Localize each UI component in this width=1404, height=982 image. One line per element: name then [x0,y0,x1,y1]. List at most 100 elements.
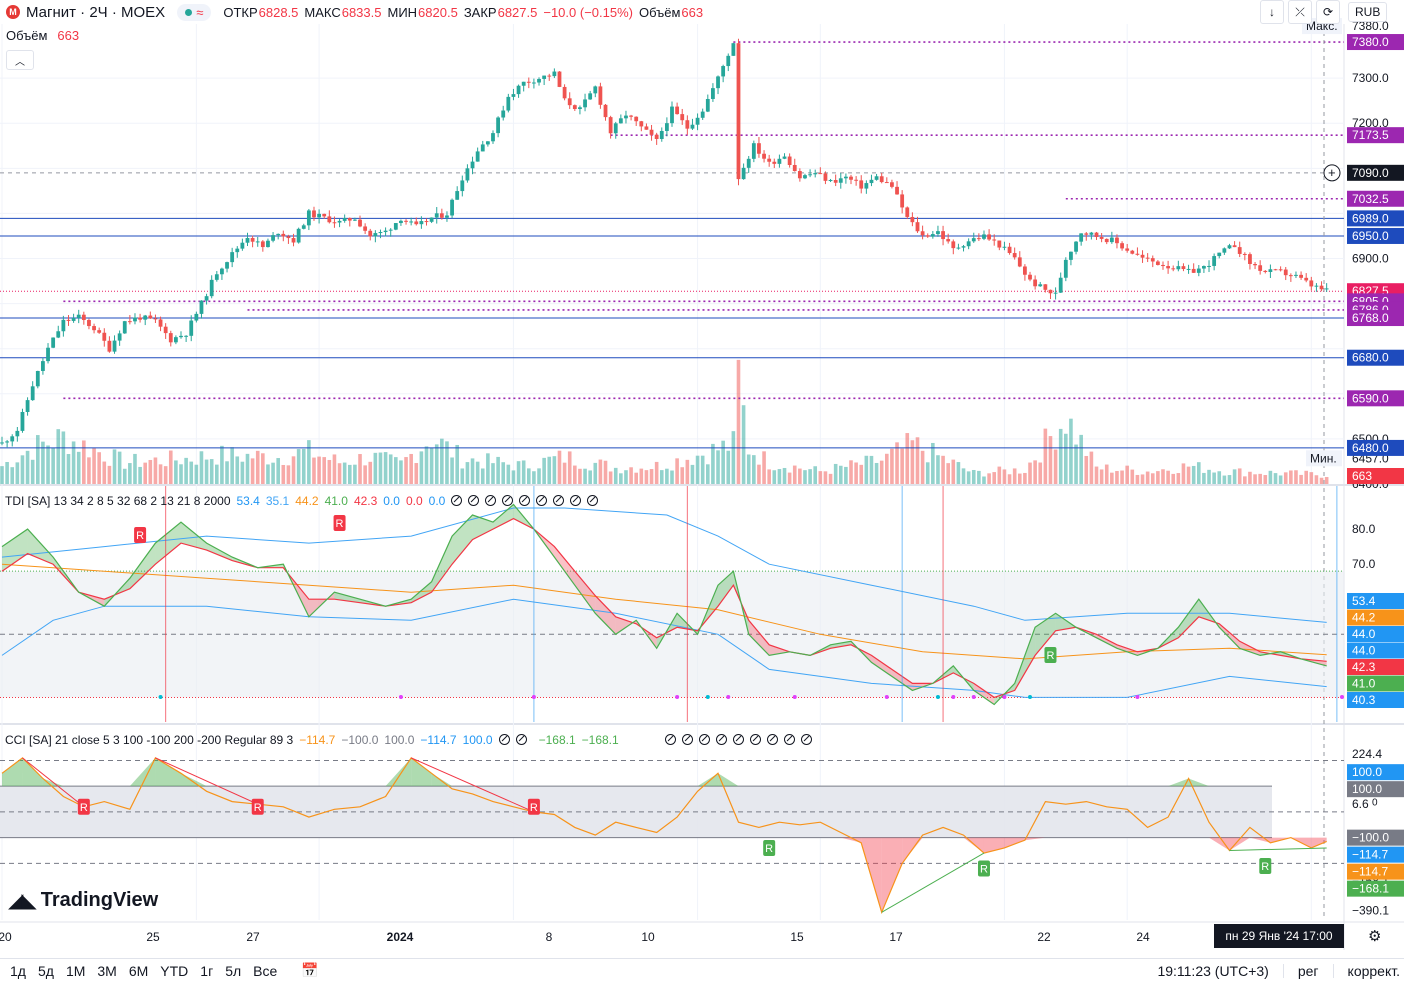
hidden-plot-icon[interactable] [664,734,676,745]
range-button[interactable]: YTD [160,962,189,979]
candles [0,38,1329,448]
reversal-marker-label: R [1046,650,1054,662]
volume-bar [521,460,526,484]
candle-body [373,233,378,237]
candle-body [127,321,132,323]
hidden-plot-icon[interactable] [587,495,599,506]
candle-body [306,210,311,226]
range-button[interactable]: 5д [37,962,54,979]
hidden-plot-icon[interactable] [732,734,744,745]
range-button[interactable]: 1г [200,962,214,979]
candle-body [613,123,618,134]
volume-bar [803,470,807,484]
candle-body [1038,284,1043,287]
hidden-plot-icon[interactable] [485,495,497,506]
hidden-plot-icon[interactable] [498,734,510,745]
bottom-toolbar: 1д 5д 1М 3М 6М YTD 1г 5л Все 📅 19:11:23 (UTC+3) … [0,958,1404,982]
candle-body [230,252,235,263]
candle-body [900,194,905,208]
volume-bar [1176,473,1181,484]
volume-bar [578,468,582,484]
divergence-line [881,852,985,913]
volume-bar [1074,444,1078,484]
calendar-range-icon[interactable]: 📅 [301,962,319,978]
hidden-plot-icon[interactable] [800,734,812,745]
hidden-plot-icon[interactable] [519,495,531,506]
adjust-toggle[interactable]: коррект. [1347,962,1400,979]
hidden-plot-icon[interactable] [515,734,527,745]
candle-body [271,235,275,241]
cci-tick-label: −390.1 [1352,903,1389,917]
price-tag: 6480.0 [1352,441,1389,455]
market-status-badge[interactable]: ≈ [177,3,212,21]
hidden-plot-icon[interactable] [766,734,778,745]
candle-body [813,173,818,175]
cci-overbought-fill [181,773,207,787]
cci-reversal-marker [977,860,990,877]
candle-body [204,296,209,301]
volume-bar [721,440,725,484]
hidden-plot-icon[interactable] [570,495,582,506]
settings-gear-icon[interactable]: ⚙ [1368,928,1382,945]
hidden-plot-icon[interactable] [451,495,463,506]
symbol-title[interactable]: Магнит · 2Ч · MOEX [26,3,166,21]
range-button[interactable]: 6М [128,962,149,979]
volume-bar [792,465,797,484]
volume-bar [798,468,802,484]
hidden-plot-icon[interactable] [536,495,548,506]
range-button[interactable]: 1д [10,962,26,979]
currency-select[interactable]: RUB [1348,2,1388,22]
candle-body [772,161,777,164]
volume-bar [1079,434,1083,484]
candle-body [987,234,991,240]
price-tag-bg [1347,468,1404,484]
hidden-plot-icon[interactable] [749,734,761,745]
arrow-down-icon[interactable]: ↓ [1260,0,1284,24]
collapse-icon[interactable]: ⤫ [1288,0,1312,24]
tradingview-logo[interactable]: ◢◣ TradingView [8,888,158,913]
time-axis[interactable]: 20 25 27 2024 8 10 15 17 22 24 [0,922,1344,950]
volume-bar [818,471,823,484]
cci-reversal-marker-label: R [254,802,262,814]
chart-canvas[interactable]: 7300.07200.06900.06500.06400.0Макс.7380.… [0,0,1404,950]
clock-readout[interactable]: 19:11:23 (UTC+3) [1157,962,1269,979]
fullscreen-icon[interactable]: ⟳ [1316,0,1340,24]
candle-body [1314,285,1319,287]
collapse-legend-button[interactable]: ︿ [6,50,34,70]
candle-body [828,180,833,182]
price-axis: 7300.07200.06900.06500.06400.0Макс.7380.… [1302,18,1404,491]
candle-body [1135,253,1140,255]
cci-reversal-marker-label: R [765,843,773,855]
hidden-plot-icon[interactable] [783,734,795,745]
candle-body [10,436,15,442]
volume-bar [777,469,782,484]
tdi-value-tag: 53.4 [1352,594,1376,608]
candle-body [1217,252,1222,257]
candle-body [475,151,480,162]
volume-bar [1258,473,1262,484]
candle-body [803,175,807,179]
range-button[interactable]: Все [253,962,278,979]
volume-bar [225,461,229,484]
candle-body [1299,274,1303,278]
hidden-plot-icon[interactable] [468,495,480,506]
cci-overbought-fill [1188,778,1210,787]
range-button[interactable]: 3М [97,962,117,979]
reversal-marker [1044,647,1057,663]
volume-bar [491,463,495,484]
hidden-plot-icon[interactable] [698,734,710,745]
hidden-plot-icon[interactable] [681,734,693,745]
tdi-value-tag-bg [1347,675,1404,692]
session-toggle[interactable]: рег [1297,962,1319,979]
volume-bar [25,450,30,484]
hidden-plot-icon[interactable] [502,495,514,506]
hidden-plot-icon[interactable] [715,734,727,745]
volume-bar [71,441,76,484]
range-button[interactable]: 1М [65,962,86,979]
candle-body [1155,261,1160,265]
hidden-plot-icon[interactable] [553,495,565,506]
candle-body [838,178,843,183]
volume-bar [36,435,40,484]
candle-body [189,320,194,336]
range-button[interactable]: 5л [225,962,242,979]
